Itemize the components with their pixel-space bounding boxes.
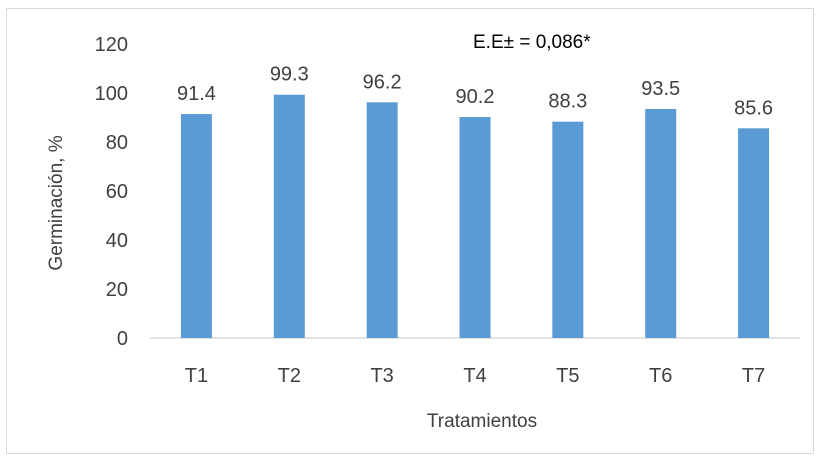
data-label-t1: 91.4	[177, 83, 216, 105]
y-tick-label: 120	[95, 34, 128, 56]
bar-t3	[366, 102, 398, 338]
bar-t6	[645, 108, 677, 338]
x-tick-label-t6: T6	[649, 365, 672, 387]
y-axis-title: Germinación, %	[46, 135, 67, 270]
data-label-t5: 88.3	[548, 91, 587, 113]
bar-t1	[180, 114, 212, 338]
y-tick-label: 40	[106, 230, 128, 252]
x-tick-label-t4: T4	[463, 365, 486, 387]
y-tick-label: 100	[95, 83, 128, 105]
y-tick-label: 20	[106, 279, 128, 301]
data-label-t3: 96.2	[363, 71, 402, 93]
y-axis-ticks: 0 20 40 60 80 100 120	[95, 34, 128, 350]
data-label-t2: 99.3	[270, 64, 309, 86]
bar-t4	[459, 117, 491, 338]
x-tick-label-t7: T7	[742, 365, 765, 387]
y-tick-label: 80	[106, 132, 128, 154]
x-tick-label-t5: T5	[556, 365, 579, 387]
chart-area	[6, 8, 814, 454]
x-axis-title: Tratamientos	[427, 411, 537, 432]
data-label-t4: 90.2	[456, 86, 495, 108]
y-tick-label: 0	[117, 328, 128, 350]
standard-error-annotation: E.E± = 0,086*	[473, 32, 591, 53]
bars	[180, 94, 770, 338]
data-label-t7: 85.6	[734, 97, 773, 119]
bar-t2	[273, 94, 305, 338]
x-tick-label-t2: T2	[278, 365, 301, 387]
x-axis-ticks: T1 T2 T3 T4 T5 T6 T7	[185, 365, 765, 387]
y-tick-label: 60	[106, 181, 128, 203]
bar-t7	[738, 128, 770, 338]
data-label-t6: 93.5	[641, 78, 680, 100]
data-labels: 91.4 99.3 96.2 90.2 88.3 93.5 85.6	[177, 64, 773, 120]
bar-t5	[552, 121, 584, 338]
x-tick-label-t3: T3	[370, 365, 393, 387]
x-tick-label-t1: T1	[185, 365, 208, 387]
